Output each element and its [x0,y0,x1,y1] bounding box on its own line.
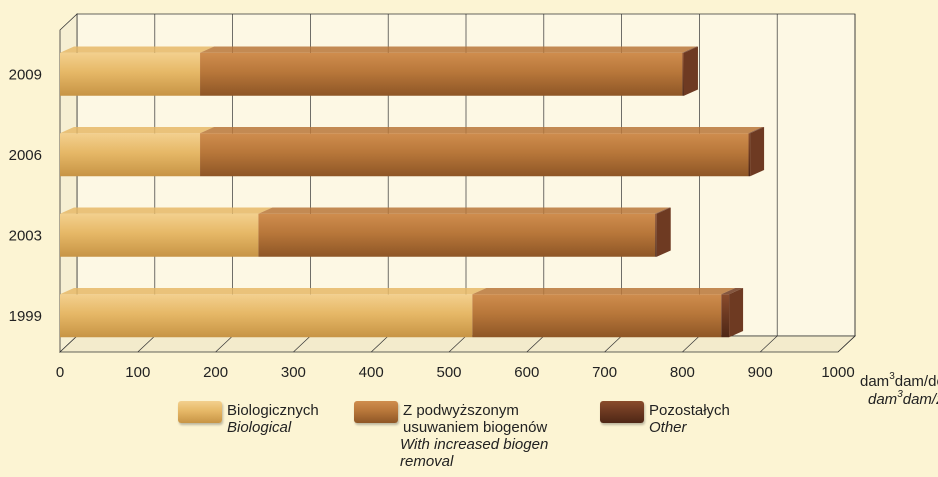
gridline-floor [837,335,856,353]
legend-swatch-increased-biogen-removal [354,401,398,423]
gridline-floor [759,335,778,353]
legend-label-en: Other [649,419,687,436]
bar-segment-top [748,126,765,134]
bar-end-face [750,126,765,177]
bar-segment [200,52,683,96]
x-tick-label: 700 [592,364,617,381]
legend-label: Biologicznych [227,402,319,419]
bar-end-face [729,287,744,338]
x-axis-ticks: 0 100 200 300 400 500 600 700 800 900 1000 [56,364,855,381]
gridline-floor [682,335,700,353]
x-axis-unit-en: dam3dam/24h [868,389,938,408]
legend-label: Pozostałych [649,402,730,419]
x-tick-label: 1000 [821,364,854,381]
bar-segment [60,213,259,257]
x-tick-label: 600 [514,364,539,381]
x-tick-label: 400 [359,364,384,381]
bar-group [60,207,671,257]
gridline-floor [137,335,156,353]
bar-segment [60,133,201,177]
bar-chart: 0 100 200 300 400 500 600 700 800 900 1000 2009200… [9,13,857,381]
bar-end-face [656,207,671,257]
legend-label-en: Biological [227,419,292,436]
legend-swatch-biological [178,401,222,423]
bar-segment [60,294,473,338]
bar-segment-top [721,287,744,295]
x-tick-label: 800 [670,364,695,381]
x-tick-label: 500 [436,364,461,381]
x-tick-label: 100 [125,364,150,381]
gridline-floor [215,335,233,353]
y-axis-ticks: 2009 2006 2003 1999 [9,66,42,325]
bar-segment-top [200,126,763,134]
x-tick-label: 900 [748,364,773,381]
bar-segment-top [472,287,736,295]
x-axis-unit: dam3dam/dobę [860,371,938,390]
bar-segment-top [655,207,671,214]
bar-segment-top [60,207,273,214]
x-tick-label: 300 [281,364,306,381]
gridline-floor [526,335,545,353]
bar-segment [472,294,722,338]
y-tick-label: 2006 [9,147,42,164]
bar-segment [682,52,684,96]
gridline-floor [370,335,389,353]
bar-group [60,46,698,96]
gridline-floor [293,335,311,353]
legend-label-en: With increased biogen removal [400,436,549,470]
bar-segment [748,133,751,177]
y-tick-label: 2009 [9,66,42,83]
bar-group [60,126,765,177]
gridline-floor [448,335,467,353]
bar-segment [721,294,730,338]
y-tick-label: 1999 [9,308,42,325]
gridline-floor [604,335,622,353]
x-tick-label: 0 [56,364,64,381]
bars-group [60,46,765,338]
bar-segment-top [60,126,215,134]
bar-segment-top [258,207,670,214]
y-tick-label: 2003 [9,227,42,244]
bar-segment-top [682,46,698,53]
bar-segment [200,133,749,177]
bar-segment [655,213,657,257]
legend-swatch-other [600,401,644,423]
legend-label: Z podwyższonym usuwaniem biogenów [403,402,548,436]
bar-group [60,287,744,338]
bar-segment [60,52,201,96]
x-tick-label: 200 [203,364,228,381]
bar-segment [258,213,656,257]
bar-segment-top [200,46,697,53]
bar-end-face [683,46,698,96]
bar-segment-top [60,287,487,295]
bar-segment-top [60,46,215,53]
